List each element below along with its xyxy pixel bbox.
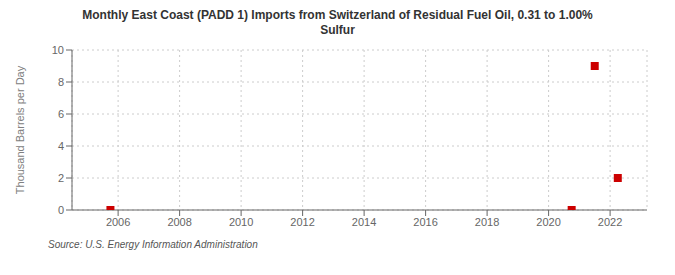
svg-text:2008: 2008 xyxy=(167,216,191,228)
svg-text:4: 4 xyxy=(58,140,64,152)
svg-text:2006: 2006 xyxy=(106,216,130,228)
svg-text:2022: 2022 xyxy=(598,216,622,228)
svg-text:2: 2 xyxy=(58,172,64,184)
svg-text:2014: 2014 xyxy=(352,216,376,228)
html-text:Monthly East Coast (PADD 1) Im: Monthly East Coast (PADD 1) Imports from… xyxy=(82,8,593,22)
svg-text:6: 6 xyxy=(58,108,64,120)
html-text:Source: U.S. Energy Informatio: Source: U.S. Energy Information Administ… xyxy=(48,239,258,250)
svg-text:2020: 2020 xyxy=(536,216,560,228)
svg-text:0: 0 xyxy=(58,204,64,216)
svg-text:2016: 2016 xyxy=(413,216,437,228)
html-text:Sulfur: Sulfur xyxy=(320,23,355,37)
svg-text:2018: 2018 xyxy=(475,216,499,228)
svg-text:Thousand Barrels per Day: Thousand Barrels per Day xyxy=(14,65,26,194)
svg-text:2012: 2012 xyxy=(290,216,314,228)
svg-text:8: 8 xyxy=(58,76,64,88)
svg-text:2010: 2010 xyxy=(229,216,253,228)
svg-text:10: 10 xyxy=(52,44,64,56)
